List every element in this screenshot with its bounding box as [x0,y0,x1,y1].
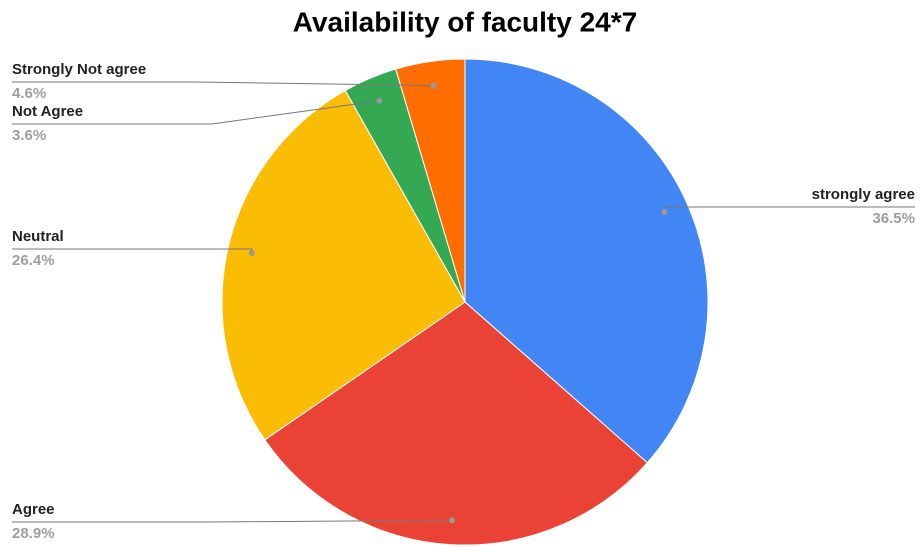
slice-value-label: 4.6% [12,85,46,102]
pie-slice [395,58,466,303]
leader-dot [248,249,255,256]
leader-dot [376,97,383,104]
leader-line [12,81,434,87]
pie-slice [221,89,466,441]
slice-value-label: 26.4% [12,252,55,269]
slice-label: Strongly Not agree [12,61,146,78]
slice-label: Neutral [12,228,64,245]
slice-value-label: 36.5% [872,210,915,227]
leader-dot [430,82,437,89]
leader-dot [448,517,455,524]
slice-value-label: 28.9% [12,525,55,542]
slice-label: Agree [12,501,55,518]
pie-slice [464,58,709,464]
chart-title: Availability of faculty 24*7 [293,6,637,37]
leader-dot [661,209,668,216]
slice-label: Not Agree [12,103,83,120]
pie-slice [264,301,648,546]
leader-line [12,519,452,523]
slice-label: strongly agree [812,186,915,203]
slice-value-label: 3.6% [12,127,46,144]
leader-line [12,100,380,125]
